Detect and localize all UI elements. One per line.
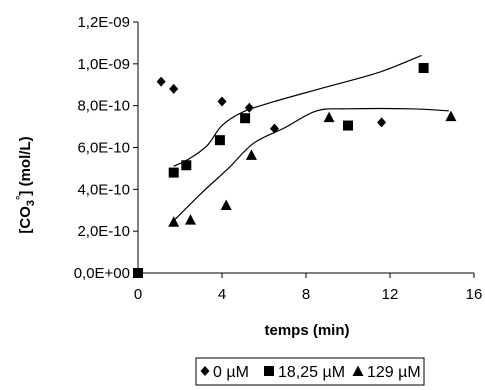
- fit-curve-2: [173, 107, 449, 222]
- x-tick-label: 8: [302, 286, 310, 303]
- series-1-point: [169, 83, 179, 94]
- legend: 0 µM 18,25 µM 129 µM: [195, 357, 425, 386]
- x-axis-title: temps (min): [264, 322, 349, 339]
- series-3-point: [323, 111, 335, 123]
- x-axis-ticks: 0 4 8 12 16: [134, 273, 483, 303]
- legend-triangle-icon: [352, 365, 364, 376]
- x-tick-label: 12: [382, 286, 399, 303]
- series-3-point: [185, 214, 196, 225]
- series-3-point: [168, 216, 180, 227]
- series-1-point: [244, 102, 254, 113]
- fit-curves: [173, 54, 449, 222]
- series-2-point: [181, 160, 192, 171]
- y-tick-label: 1,2E-09: [77, 14, 130, 31]
- legend-box: [195, 357, 425, 386]
- series-2-point: [214, 135, 225, 146]
- series-2-point: [343, 120, 353, 131]
- legend-label-series-1: 0 µM: [213, 364, 249, 381]
- x-tick-label: 16: [466, 286, 483, 303]
- series-1-point: [217, 96, 227, 107]
- legend-label-series-3: 129 µM: [367, 364, 421, 381]
- y-axis-ticks: 0,0E+00 2,0E-10 4,0E-10 6,0E-10 8,0E-10 1,0E-…: [74, 14, 138, 282]
- series-2-point: [133, 268, 143, 278]
- y-axis-title-sup: °: [15, 196, 27, 200]
- y-tick-label: 1,0E-09: [77, 56, 130, 73]
- series-1-point: [156, 76, 166, 87]
- fit-curve-1: [173, 54, 422, 167]
- y-tick-label: 8,0E-10: [77, 98, 130, 115]
- y-axis-title-rest: ] (mol/L): [17, 136, 34, 195]
- legend-diamond-icon: [200, 366, 210, 376]
- plot-area: [137, 22, 474, 274]
- series-3-point: [245, 149, 257, 160]
- series-2-point: [240, 113, 251, 124]
- series-1-point: [270, 123, 279, 134]
- series-1-point: [377, 117, 387, 128]
- data-points: [133, 63, 457, 278]
- x-tick-label: 0: [134, 286, 142, 303]
- series-3-point: [445, 110, 457, 122]
- y-axis-title: [CO3°] (mol/L): [15, 136, 37, 233]
- y-axis-title-main: [CO: [17, 206, 34, 234]
- legend-label-series-2: 18,25 µM: [278, 364, 345, 381]
- x-tick-label: 4: [218, 286, 226, 303]
- y-tick-label: 4,0E-10: [77, 181, 130, 198]
- y-tick-label: 0,0E+00: [74, 265, 130, 282]
- y-tick-label: 2,0E-10: [77, 223, 130, 240]
- y-axis-title-sub: 3: [25, 200, 37, 206]
- series-3-point: [220, 199, 232, 211]
- y-tick-label: 6,0E-10: [77, 140, 130, 157]
- series-2-point: [418, 63, 429, 74]
- series-2-point: [168, 167, 179, 178]
- legend-square-icon: [264, 366, 274, 376]
